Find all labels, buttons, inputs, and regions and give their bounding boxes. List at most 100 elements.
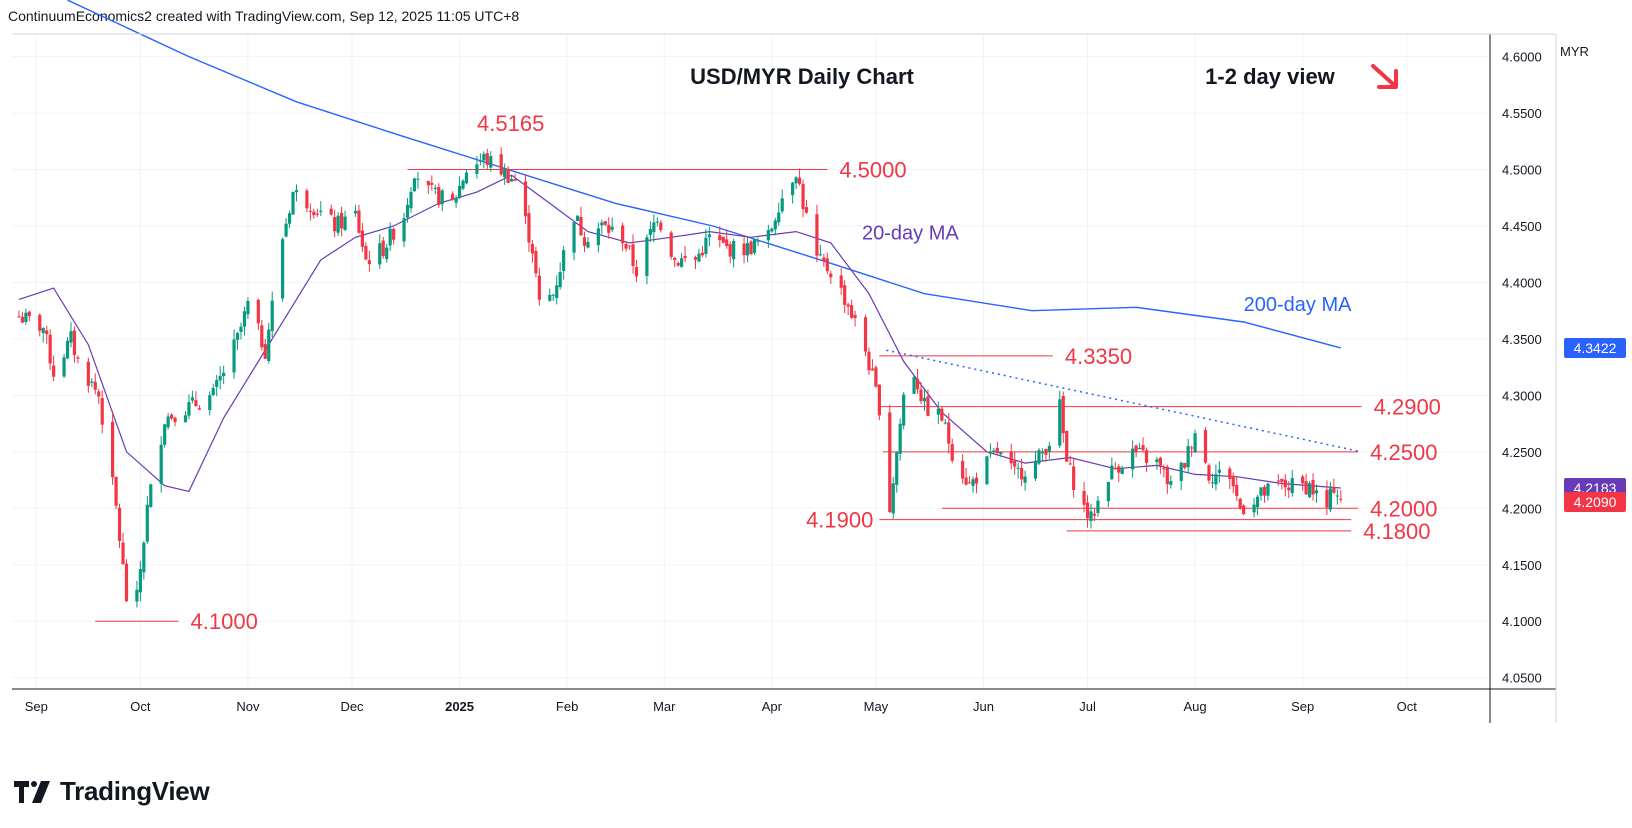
candle-body bbox=[1276, 480, 1280, 482]
candle-down bbox=[1238, 497, 1242, 510]
candle-body bbox=[24, 312, 28, 322]
candle-body bbox=[648, 228, 652, 235]
candle-body bbox=[166, 416, 170, 428]
candle-body bbox=[294, 189, 299, 193]
candle-body bbox=[1061, 395, 1065, 434]
candle-up bbox=[218, 366, 222, 390]
candle-body bbox=[187, 402, 191, 416]
candle-up bbox=[697, 248, 701, 263]
candle-up bbox=[159, 436, 163, 493]
candle-down bbox=[1065, 430, 1069, 462]
candle-body bbox=[242, 311, 247, 327]
candle-body bbox=[1009, 451, 1013, 464]
candle-down bbox=[804, 200, 809, 214]
candle-down bbox=[940, 406, 944, 422]
level-label: 4.2000 bbox=[1370, 496, 1437, 521]
level-label: 4.1900 bbox=[806, 508, 873, 533]
candle-up bbox=[503, 163, 507, 185]
candle-body bbox=[902, 394, 906, 426]
candle-up bbox=[343, 210, 347, 232]
candle-up bbox=[319, 201, 323, 216]
candle-body bbox=[142, 542, 146, 573]
candle-up bbox=[985, 455, 989, 486]
candle-up bbox=[680, 253, 684, 268]
candle-body bbox=[603, 221, 607, 225]
candle-body bbox=[329, 208, 333, 215]
candle-body bbox=[433, 187, 437, 189]
candle-body bbox=[135, 589, 139, 602]
candle-body bbox=[1214, 474, 1218, 485]
candle-up bbox=[183, 411, 188, 423]
candle-up bbox=[239, 322, 243, 340]
candle-body bbox=[974, 477, 979, 484]
candle-body bbox=[312, 211, 316, 216]
candle-up bbox=[555, 275, 559, 305]
candle-up bbox=[388, 222, 392, 251]
candle-body bbox=[631, 244, 635, 267]
ma20-line bbox=[18, 174, 1341, 493]
candle-up bbox=[770, 227, 774, 233]
candle-up bbox=[707, 226, 711, 247]
candle-down bbox=[1190, 445, 1194, 457]
candle-body bbox=[1141, 445, 1145, 451]
candle-body bbox=[1016, 467, 1020, 469]
candle-down bbox=[513, 173, 517, 182]
candle-body bbox=[343, 216, 347, 230]
candle-down bbox=[308, 203, 312, 221]
candle-body bbox=[1144, 450, 1149, 463]
candle-body bbox=[336, 215, 340, 233]
candle-up bbox=[745, 237, 750, 263]
candle-up bbox=[187, 394, 191, 420]
candle-body bbox=[454, 198, 458, 203]
y-tick-label: 4.0500 bbox=[1502, 671, 1542, 686]
chart-grid bbox=[12, 34, 1490, 689]
candle-down bbox=[333, 209, 337, 238]
candle-body bbox=[333, 217, 337, 232]
candle-up bbox=[610, 217, 614, 233]
candle-up bbox=[416, 171, 420, 189]
candle-down bbox=[1325, 480, 1329, 516]
candle-body bbox=[1193, 433, 1197, 452]
candle-body bbox=[510, 178, 514, 182]
candle-down bbox=[357, 204, 361, 234]
candle-body bbox=[222, 372, 226, 377]
candle-body bbox=[888, 412, 892, 513]
candle-body bbox=[145, 504, 149, 542]
candle-up bbox=[138, 561, 142, 602]
candle-body bbox=[117, 507, 122, 542]
candle-body bbox=[215, 380, 219, 387]
candle-body bbox=[534, 250, 538, 274]
candle-body bbox=[1179, 462, 1183, 481]
candle-body bbox=[1228, 468, 1232, 479]
candle-up bbox=[284, 217, 288, 238]
candle-body bbox=[1065, 430, 1069, 462]
candle-body bbox=[867, 351, 871, 371]
candle-body bbox=[315, 213, 319, 215]
candle-up bbox=[1110, 457, 1114, 480]
candle-up bbox=[1096, 495, 1100, 517]
candle-down bbox=[669, 230, 673, 260]
x-tick-label: Dec bbox=[340, 699, 364, 714]
y-tick-label: 4.3500 bbox=[1502, 332, 1542, 347]
candle-body bbox=[97, 391, 101, 397]
candle-body bbox=[1266, 483, 1270, 496]
candle-body bbox=[822, 257, 826, 261]
peak-label: 4.5165 bbox=[477, 111, 544, 136]
candle-down bbox=[995, 441, 999, 455]
candle-up bbox=[267, 322, 271, 364]
candle-body bbox=[194, 400, 198, 406]
candle-down bbox=[822, 253, 826, 267]
candle-body bbox=[1210, 482, 1215, 484]
y-tick-label: 4.2500 bbox=[1502, 445, 1542, 460]
candle-up bbox=[773, 217, 777, 236]
candle-body bbox=[607, 224, 611, 233]
candle-down bbox=[169, 413, 174, 421]
tradingview-logo[interactable]: TradingView bbox=[14, 776, 210, 807]
x-tick-label: May bbox=[864, 699, 889, 714]
candle-body bbox=[1162, 468, 1166, 470]
candle-up bbox=[1266, 482, 1270, 501]
candle-down bbox=[1061, 391, 1065, 443]
candle-body bbox=[20, 316, 25, 323]
candle-up bbox=[895, 451, 899, 493]
